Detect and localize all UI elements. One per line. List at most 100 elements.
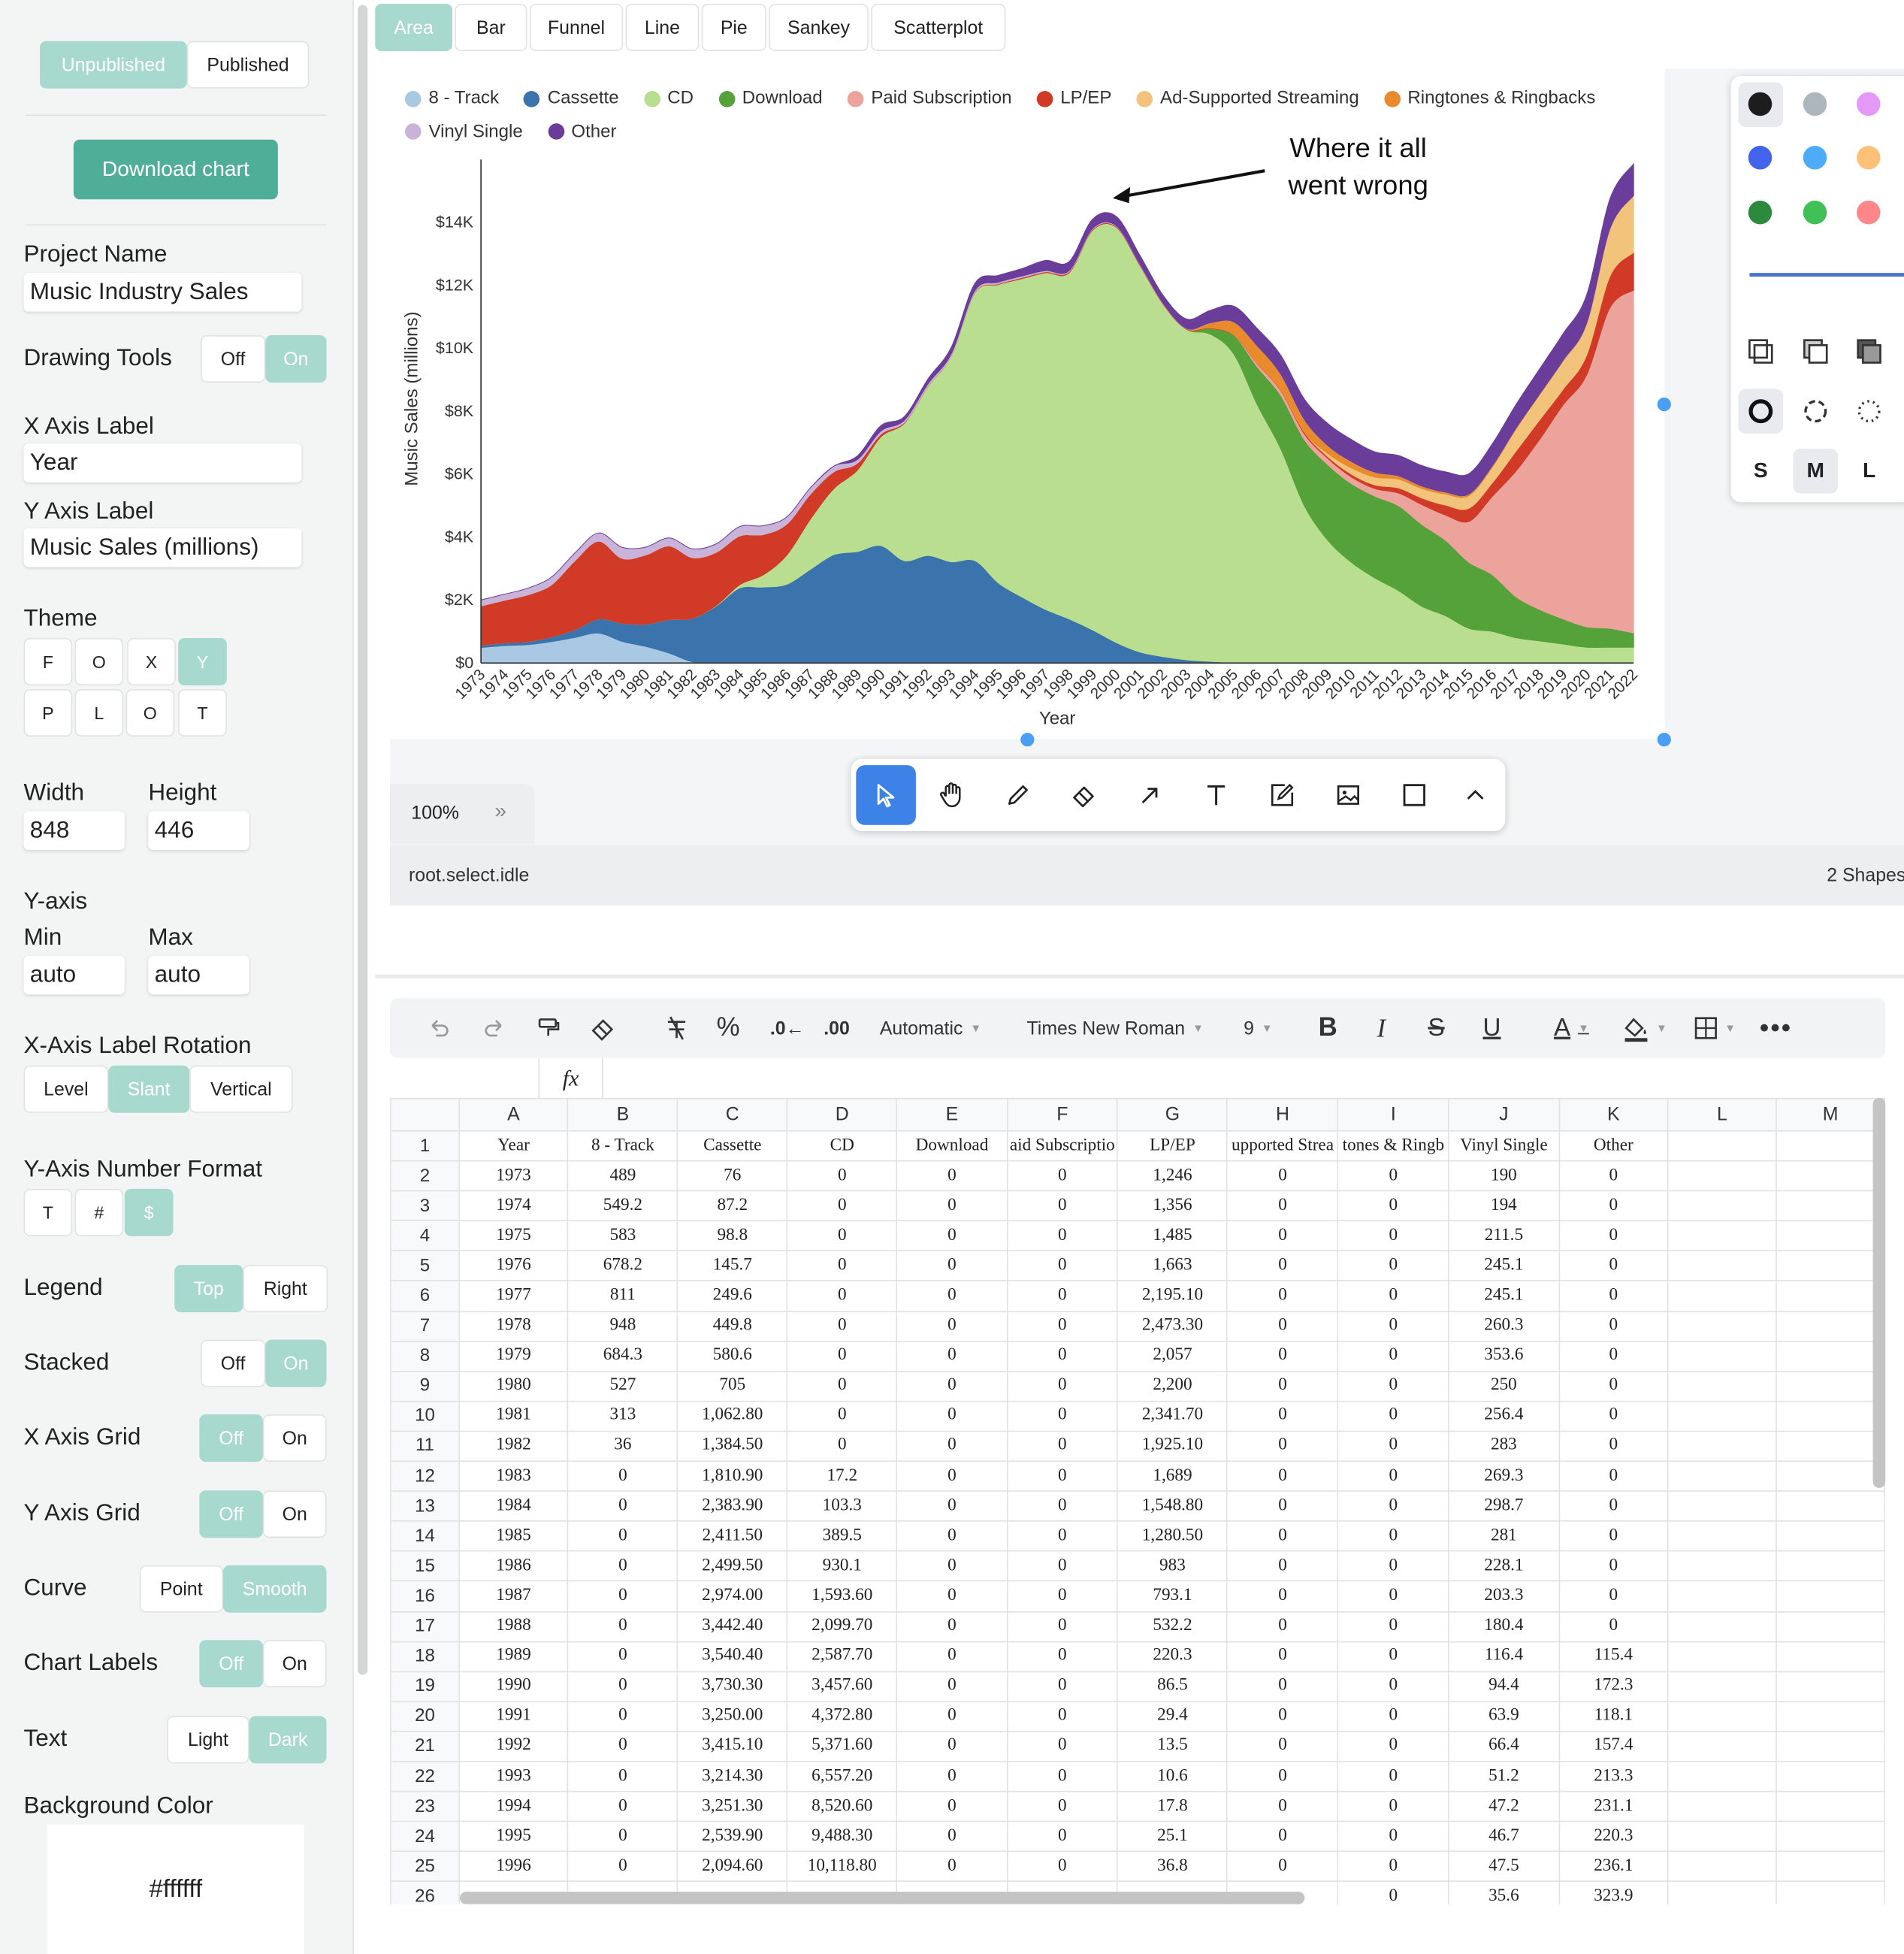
table-cell[interactable] <box>1776 1310 1886 1342</box>
table-cell[interactable]: 1,593.60 <box>786 1580 898 1612</box>
table-cell[interactable]: 0 <box>896 1731 1008 1762</box>
tab-scatterplot[interactable]: Scatterplot <box>871 3 1006 51</box>
table-cell[interactable]: 0 <box>1337 1731 1449 1762</box>
table-cell[interactable]: 0 <box>786 1220 898 1252</box>
theme-y-button[interactable]: Y <box>178 637 227 686</box>
table-cell[interactable]: 0 <box>1226 1611 1339 1642</box>
underline-icon[interactable]: U <box>1482 1013 1501 1042</box>
text-tool-icon[interactable] <box>1186 765 1247 825</box>
table-cell[interactable]: 0 <box>1337 1310 1449 1342</box>
column-header[interactable]: F <box>1006 1097 1119 1132</box>
table-cell[interactable]: 2,587.70 <box>786 1641 898 1672</box>
rotation-slant-button[interactable]: Slant <box>108 1065 190 1113</box>
table-cell[interactable]: 0 <box>1226 1220 1339 1252</box>
table-cell[interactable]: 0 <box>1006 1250 1119 1282</box>
theme-o-button[interactable]: O <box>74 637 124 686</box>
theme-l-button[interactable]: L <box>74 688 124 737</box>
table-cell[interactable] <box>1667 1760 1777 1792</box>
table-cell[interactable]: 3,415.10 <box>677 1731 788 1762</box>
row-number[interactable]: 5 <box>390 1250 460 1282</box>
y-max-input[interactable]: auto <box>148 955 249 995</box>
table-cell[interactable] <box>1776 1701 1886 1732</box>
chevron-up-icon[interactable] <box>1446 765 1506 825</box>
table-cell[interactable]: 1985 <box>458 1520 569 1552</box>
table-cell[interactable]: 0 <box>567 1580 678 1612</box>
curve-smooth-button[interactable]: Smooth <box>222 1565 327 1613</box>
table-cell[interactable] <box>1667 1701 1777 1732</box>
column-header[interactable]: K <box>1558 1097 1669 1132</box>
tab-pie[interactable]: Pie <box>701 3 766 51</box>
formula-input[interactable] <box>603 1058 1864 1098</box>
table-cell[interactable]: 0 <box>896 1310 1008 1342</box>
table-cell[interactable]: 0 <box>1558 1520 1669 1552</box>
rotation-level-button[interactable]: Level <box>23 1065 109 1113</box>
table-cell[interactable] <box>1776 1880 1886 1904</box>
table-cell[interactable]: 0 <box>786 1340 898 1372</box>
table-cell[interactable]: 0 <box>1006 1490 1119 1523</box>
table-cell[interactable]: 0 <box>1226 1430 1339 1462</box>
table-cell[interactable]: 145.7 <box>677 1250 788 1282</box>
table-cell[interactable]: 0 <box>567 1641 678 1672</box>
table-cell[interactable]: Download <box>896 1130 1008 1162</box>
row-number[interactable]: 7 <box>390 1310 460 1342</box>
table-cell[interactable]: 298.7 <box>1448 1490 1560 1523</box>
table-cell[interactable]: 0 <box>1226 1250 1339 1282</box>
table-cell[interactable]: 1991 <box>458 1701 569 1732</box>
table-cell[interactable]: 0 <box>1006 1310 1119 1342</box>
redo-icon[interactable] <box>481 998 508 1058</box>
table-cell[interactable]: 580.6 <box>677 1340 788 1372</box>
table-cell[interactable]: 0 <box>1558 1250 1669 1282</box>
table-cell[interactable] <box>1776 1370 1886 1402</box>
table-cell[interactable]: 2,411.50 <box>677 1520 788 1552</box>
tab-bar[interactable]: Bar <box>455 3 527 51</box>
table-cell[interactable]: 1993 <box>458 1760 569 1792</box>
table-cell[interactable] <box>1667 1190 1777 1222</box>
row-number[interactable]: 1 <box>390 1130 460 1162</box>
opacity-slider[interactable] <box>1749 273 1904 277</box>
size-medium-button[interactable]: M <box>1793 448 1839 494</box>
table-cell[interactable]: 281 <box>1448 1520 1560 1552</box>
table-cell[interactable]: 98.8 <box>677 1220 788 1252</box>
x-axis-label-input[interactable]: Year <box>23 443 302 482</box>
table-cell[interactable]: 0 <box>896 1850 1008 1883</box>
table-cell[interactable]: 0 <box>1226 1520 1339 1552</box>
table-cell[interactable]: 0 <box>1006 1220 1119 1252</box>
table-cell[interactable]: 0 <box>786 1250 898 1282</box>
table-cell[interactable]: 489 <box>567 1160 678 1192</box>
table-cell[interactable] <box>1776 1490 1886 1523</box>
spreadsheet-grid[interactable]: A B C D E F G H I J K L M 1 Year 8 - Track Cassette CD Dow… <box>390 1097 1886 1904</box>
table-cell[interactable]: 10.6 <box>1117 1760 1229 1792</box>
table-cell[interactable]: 3,251.30 <box>677 1790 788 1822</box>
table-cell[interactable]: tones & Ringb <box>1337 1130 1449 1162</box>
table-cell[interactable]: 0 <box>1558 1611 1669 1642</box>
table-cell[interactable]: 1990 <box>458 1671 569 1702</box>
row-number[interactable]: 26 <box>390 1880 460 1904</box>
table-cell[interactable]: 684.3 <box>567 1340 678 1372</box>
row-number[interactable]: 23 <box>390 1790 460 1822</box>
table-cell[interactable]: 0 <box>1006 1760 1119 1792</box>
table-cell[interactable]: 1,548.80 <box>1117 1490 1229 1523</box>
table-cell[interactable]: 190 <box>1448 1160 1560 1192</box>
tab-sankey[interactable]: Sankey <box>769 3 869 51</box>
table-cell[interactable]: 0 <box>1006 1731 1119 1762</box>
table-cell[interactable]: 0 <box>1226 1671 1339 1702</box>
table-cell[interactable]: 0 <box>567 1490 678 1523</box>
table-cell[interactable]: 2,341.70 <box>1117 1400 1229 1432</box>
table-cell[interactable]: 0 <box>896 1250 1008 1282</box>
legend-right-button[interactable]: Right <box>243 1265 328 1313</box>
row-number[interactable]: 11 <box>390 1430 460 1462</box>
table-cell[interactable]: 29.4 <box>1117 1701 1229 1732</box>
table-cell[interactable]: 2,974.00 <box>677 1580 788 1612</box>
table-cell[interactable]: 1977 <box>458 1280 569 1312</box>
table-cell[interactable]: 0 <box>1337 1220 1449 1252</box>
table-cell[interactable]: 0 <box>1006 1611 1119 1642</box>
table-cell[interactable]: 86.5 <box>1117 1671 1229 1702</box>
sidebar-scrollbar[interactable] <box>357 5 368 1675</box>
table-cell[interactable]: 1,280.50 <box>1117 1520 1229 1552</box>
table-cell[interactable]: 0 <box>1337 1850 1449 1883</box>
table-cell[interactable]: 35.6 <box>1448 1880 1560 1904</box>
table-cell[interactable]: 0 <box>1558 1370 1669 1402</box>
y-axis-label-input[interactable]: Music Sales (millions) <box>23 528 302 567</box>
color-orange-swatch[interactable] <box>1857 146 1881 170</box>
column-header[interactable]: D <box>786 1097 898 1132</box>
